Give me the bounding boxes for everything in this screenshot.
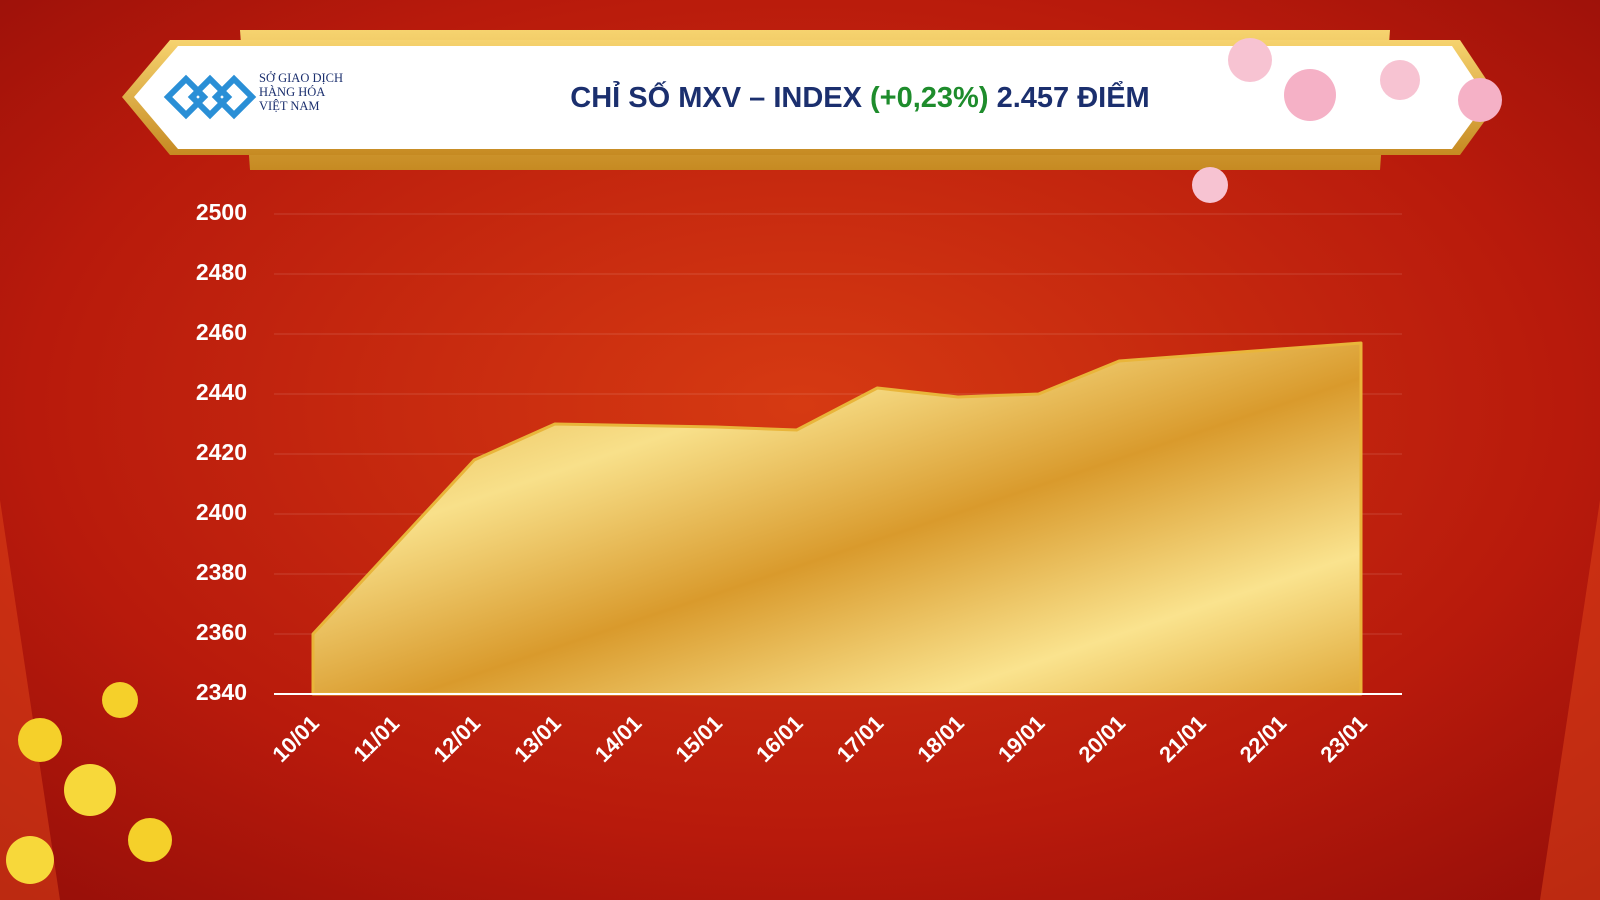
decor: [0, 500, 60, 900]
title-change: (+0,23%): [870, 82, 988, 114]
chart-title: CHỈ SỐ MXV – INDEX (+0,23%) 2.457 ĐIỂM: [570, 80, 1149, 114]
y-tick-label: 2360: [196, 619, 247, 645]
logo-text: HÀNG HÓA: [259, 85, 325, 99]
y-tick-label: 2440: [196, 379, 247, 405]
y-tick-label: 2380: [196, 559, 247, 585]
blossoms: [6, 38, 1502, 884]
y-tick-label: 2460: [196, 319, 247, 345]
y-tick-label: 2420: [196, 439, 247, 465]
title-suffix: 2.457 ĐIỂM: [997, 80, 1150, 114]
title-prefix: CHỈ SỐ MXV – INDEX: [570, 80, 862, 114]
header-banner: [122, 30, 1500, 170]
area: [311, 341, 1363, 696]
logo-text: SỞ GIAO DỊCH: [259, 71, 343, 85]
logo-text: VIỆT NAM: [259, 99, 320, 113]
y-tick-label: 2340: [196, 679, 247, 705]
y-tick-label: 2500: [196, 199, 247, 225]
y-tick-label: 2400: [196, 499, 247, 525]
decor: [1540, 500, 1600, 900]
logo: SỞ GIAO DỊCH HÀNG HÓA VIỆT NAM: [163, 71, 343, 120]
y-tick-label: 2480: [196, 259, 247, 285]
